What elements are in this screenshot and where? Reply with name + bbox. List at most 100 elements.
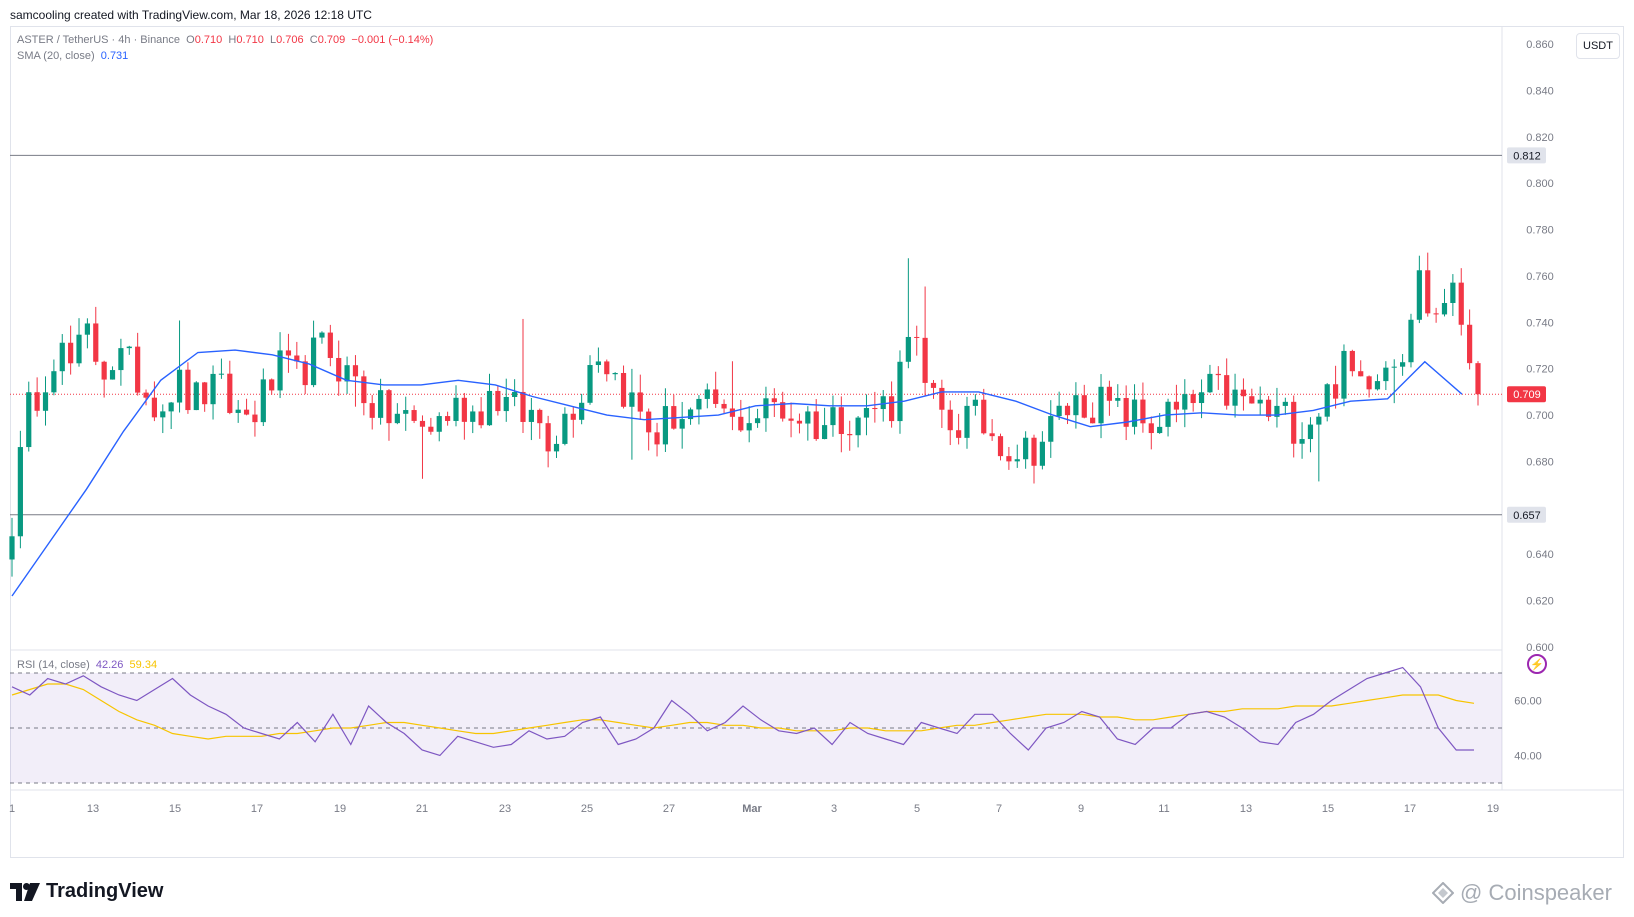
- candle-body[interactable]: [956, 430, 962, 438]
- candle-body[interactable]: [587, 365, 593, 403]
- candle-body[interactable]: [1274, 405, 1280, 417]
- currency-button[interactable]: USDT: [1576, 33, 1620, 59]
- candle-body[interactable]: [1190, 394, 1196, 404]
- candle-body[interactable]: [813, 411, 819, 440]
- candle-body[interactable]: [386, 390, 392, 424]
- candle-body[interactable]: [620, 372, 627, 407]
- candle-body[interactable]: [646, 411, 652, 433]
- candle-body[interactable]: [947, 409, 953, 431]
- candle-body[interactable]: [470, 411, 476, 422]
- candle-body[interactable]: [1182, 394, 1188, 410]
- price-axis[interactable]: 0.860 0.840 0.820 0.800 0.780 0.760 0.740 0.720…: [1526, 39, 1554, 654]
- candle-body[interactable]: [176, 369, 183, 403]
- candle-body[interactable]: [34, 392, 40, 411]
- candle-body[interactable]: [545, 423, 551, 452]
- candle-body[interactable]: [411, 410, 417, 421]
- candle-body[interactable]: [863, 407, 870, 418]
- candle-body[interactable]: [880, 396, 886, 410]
- candle-body[interactable]: [1441, 303, 1448, 315]
- candle-body[interactable]: [1140, 399, 1146, 424]
- candle-body[interactable]: [872, 407, 878, 410]
- candle-body[interactable]: [1366, 376, 1372, 390]
- candle-body[interactable]: [889, 396, 895, 422]
- candle-body[interactable]: [503, 396, 509, 412]
- candle-body[interactable]: [1265, 399, 1272, 417]
- candle-body[interactable]: [838, 407, 844, 435]
- candle-body[interactable]: [302, 361, 308, 386]
- candle-body[interactable]: [579, 402, 585, 420]
- candle-body[interactable]: [897, 361, 903, 422]
- candle-body[interactable]: [428, 426, 434, 432]
- candle-body[interactable]: [151, 397, 158, 418]
- candle-body[interactable]: [1299, 439, 1305, 444]
- candle-body[interactable]: [445, 416, 451, 421]
- candle-body[interactable]: [738, 416, 744, 431]
- candle-body[interactable]: [1358, 371, 1364, 377]
- candle-body[interactable]: [1240, 389, 1247, 397]
- candle-body[interactable]: [1282, 401, 1288, 406]
- candle-body[interactable]: [118, 348, 124, 371]
- candle-body[interactable]: [9, 536, 15, 560]
- candle-body[interactable]: [377, 390, 384, 418]
- candle-body[interactable]: [721, 403, 727, 409]
- candle-body[interactable]: [1157, 426, 1163, 434]
- candle-body[interactable]: [1073, 395, 1079, 416]
- candle-body[interactable]: [26, 392, 32, 448]
- candle-body[interactable]: [939, 387, 945, 410]
- candle-body[interactable]: [1131, 399, 1138, 427]
- candle-body[interactable]: [1031, 437, 1037, 466]
- candle-body[interactable]: [914, 336, 920, 338]
- candle-body[interactable]: [537, 409, 543, 424]
- candle-body[interactable]: [1324, 384, 1330, 417]
- candle-body[interactable]: [51, 371, 57, 393]
- candle-body[interactable]: [1383, 367, 1389, 382]
- candle-body[interactable]: [436, 416, 442, 432]
- candle-body[interactable]: [344, 365, 350, 382]
- candle-body[interactable]: [847, 434, 853, 436]
- candle-body[interactable]: [453, 397, 459, 421]
- candle-body[interactable]: [202, 382, 208, 405]
- candle-body[interactable]: [1391, 366, 1397, 368]
- candle-body[interactable]: [277, 350, 283, 391]
- candle-body[interactable]: [495, 390, 501, 412]
- candle-body[interactable]: [109, 370, 116, 380]
- candle-body[interactable]: [696, 398, 702, 410]
- candle-body[interactable]: [905, 336, 911, 362]
- candle-body[interactable]: [1332, 384, 1339, 399]
- candle-body[interactable]: [729, 408, 736, 417]
- candle-body[interactable]: [1123, 398, 1129, 427]
- candle-body[interactable]: [403, 410, 409, 414]
- candle-body[interactable]: [193, 382, 199, 411]
- candle-body[interactable]: [59, 342, 65, 372]
- candle-body[interactable]: [1148, 423, 1154, 434]
- candle-body[interactable]: [637, 392, 643, 412]
- candle-body[interactable]: [1048, 416, 1054, 442]
- candle-body[interactable]: [93, 323, 99, 362]
- candle-body[interactable]: [243, 409, 250, 415]
- candle-body[interactable]: [830, 407, 836, 426]
- candle-body[interactable]: [336, 357, 342, 382]
- candle-body[interactable]: [327, 332, 333, 358]
- candle-body[interactable]: [629, 392, 635, 407]
- candle-body[interactable]: [1173, 401, 1180, 410]
- candle-body[interactable]: [512, 391, 518, 397]
- time-axis[interactable]: 1 13 15 17 19 21 23 25 27 Mar 3 5 7 9 11 13 15 17 19: [9, 803, 1499, 815]
- candle-body[interactable]: [595, 361, 601, 366]
- candle-body[interactable]: [855, 417, 861, 436]
- candle-body[interactable]: [1400, 362, 1406, 367]
- candle-body[interactable]: [361, 376, 367, 404]
- candle-body[interactable]: [486, 390, 493, 426]
- candle-body[interactable]: [319, 332, 325, 338]
- candle-body[interactable]: [1450, 282, 1456, 304]
- candle-body[interactable]: [1224, 375, 1230, 406]
- candle-body[interactable]: [1106, 386, 1113, 401]
- candle-body[interactable]: [1307, 424, 1314, 440]
- candle-body[interactable]: [972, 399, 978, 406]
- candle-body[interactable]: [989, 433, 995, 437]
- candle-body[interactable]: [796, 420, 803, 424]
- candle-body[interactable]: [1090, 417, 1096, 424]
- candle-body[interactable]: [68, 342, 74, 364]
- candle-body[interactable]: [754, 418, 761, 424]
- candle-body[interactable]: [1098, 386, 1104, 424]
